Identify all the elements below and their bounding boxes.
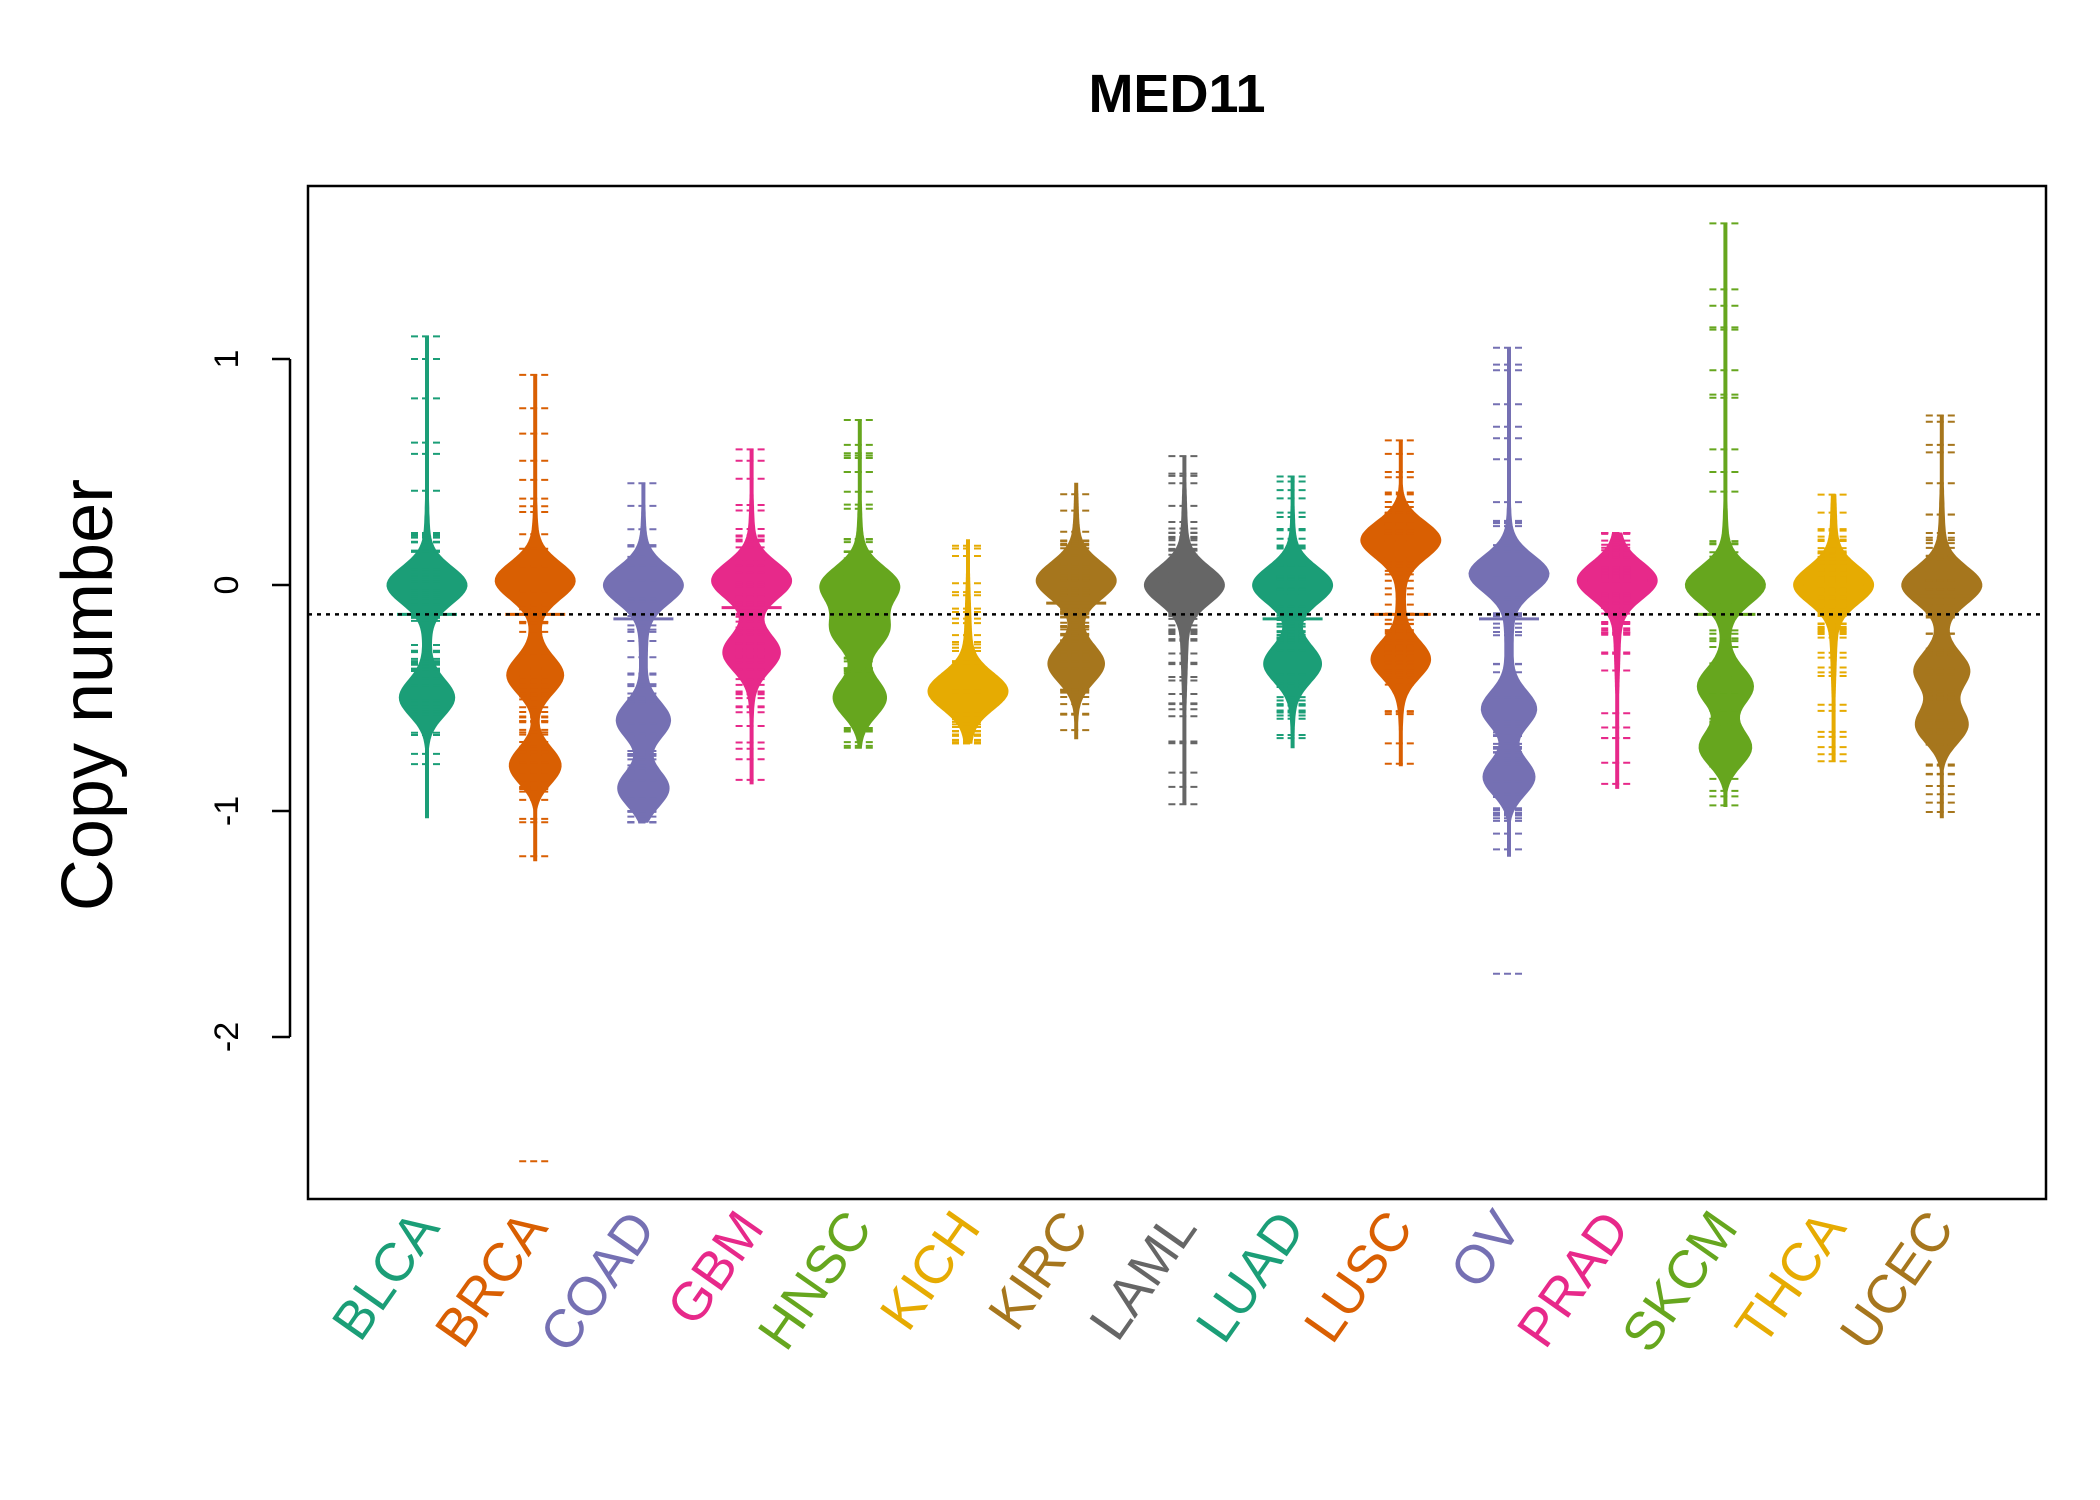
bean-lusc	[1360, 439, 1442, 767]
bean-prad	[1576, 532, 1658, 789]
x-tick-label-kich: KICH	[869, 1200, 992, 1340]
x-tick-label-laml: LAML	[1078, 1200, 1208, 1350]
bean-shape	[819, 419, 901, 749]
y-tick-label: 0	[208, 576, 246, 595]
plot-frame	[306, 184, 2048, 1201]
x-tick-label-luad: LUAD	[1185, 1200, 1317, 1352]
chart-title: MED11	[1088, 64, 1265, 124]
bean-hnsc	[819, 419, 901, 749]
bean-ucec	[1901, 414, 1983, 819]
bean-gbm	[711, 448, 793, 785]
beans-layer	[386, 222, 1983, 1163]
y-tick-label: -1	[208, 796, 246, 826]
x-tick-label-skcm: SKCM	[1611, 1200, 1750, 1362]
bean-laml	[1143, 455, 1225, 806]
bean-thca	[1793, 493, 1875, 763]
x-tick-label-hnsc: HNSC	[747, 1200, 884, 1360]
x-tick-label-coad: COAD	[529, 1200, 668, 1362]
y-tick-label: -2	[208, 1022, 246, 1052]
bean-shape	[1360, 439, 1442, 767]
y-axis: -2 -1 0 1	[208, 350, 292, 1052]
bean-kich	[927, 539, 1009, 745]
y-axis-label: Copy number	[48, 479, 128, 911]
x-tick-label-ucec: UCEC	[1829, 1200, 1966, 1360]
bean-brca	[494, 373, 576, 1163]
bean-luad	[1252, 475, 1334, 749]
bean-skcm	[1684, 222, 1766, 807]
bean-blca	[386, 335, 468, 819]
bean-shape	[1468, 347, 1550, 857]
bean-coad	[602, 482, 684, 824]
x-tick-label-lusc: LUSC	[1293, 1200, 1425, 1352]
bean-kirc	[1035, 482, 1117, 740]
y-tick-label: 1	[208, 350, 246, 369]
x-tick-label-ov: OV	[1439, 1200, 1533, 1298]
bean-ov	[1468, 346, 1550, 975]
